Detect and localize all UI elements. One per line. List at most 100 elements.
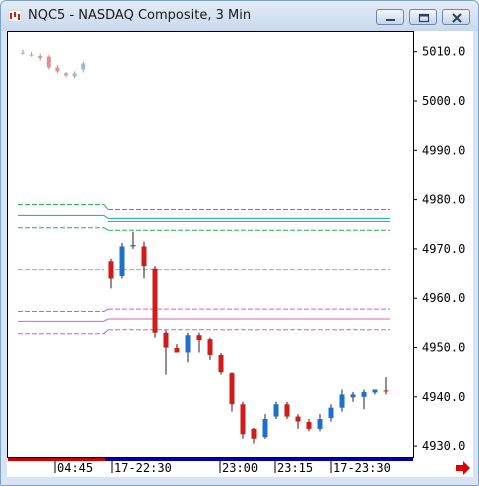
y-tick-label: 5010.0 [422, 45, 465, 59]
candle-body [350, 394, 356, 398]
candle-body [196, 335, 202, 341]
session-bar [8, 458, 413, 461]
candle-body [207, 339, 213, 355]
level-connector [103, 227, 109, 231]
candle [317, 414, 323, 432]
candle-body [383, 390, 389, 392]
session-bar-current [105, 458, 413, 461]
candle-body [55, 67, 60, 72]
candle [350, 391, 356, 402]
candle [55, 65, 60, 74]
chart-area[interactable]: 5010.0 5000.0 4990.0 4980.0 4970.0 4960.0 4950… [7, 31, 473, 477]
x-tick-label: 04:45 [57, 461, 93, 475]
candle-body [240, 404, 246, 435]
y-tick-label: 4960.0 [422, 291, 465, 305]
candle-body [273, 404, 279, 417]
candle-body [262, 419, 268, 438]
candle [306, 419, 312, 432]
candle [361, 389, 367, 410]
candle [108, 258, 114, 289]
y-tick-label: 5000.0 [422, 94, 465, 108]
candle-body [251, 428, 257, 439]
candle-body [46, 56, 51, 68]
candle-body [141, 246, 147, 267]
candle [273, 401, 279, 420]
candle-body [81, 63, 86, 70]
candle [185, 332, 191, 363]
candle-body [152, 268, 158, 333]
candle-body [29, 54, 34, 56]
candle [284, 401, 290, 420]
candle [119, 243, 125, 279]
candle [339, 389, 345, 412]
maximize-button[interactable] [409, 9, 437, 25]
x-tick-label: 23:15 [277, 461, 313, 475]
candle-body [284, 404, 290, 417]
candle [383, 377, 389, 395]
candle-body [119, 246, 125, 277]
candle-body [361, 391, 367, 397]
x-tick-label: 23:00 [222, 461, 258, 475]
y-tick-label: 4930.0 [422, 439, 465, 453]
window-title: NQC5 - NASDAQ Composite, 3 Min [28, 8, 252, 23]
candle-body [317, 419, 323, 429]
session-bar-previous [8, 458, 105, 461]
level-connector [103, 308, 109, 312]
candle-body [163, 332, 169, 348]
candle-body [108, 261, 114, 279]
candle [229, 372, 235, 412]
candle-body [372, 389, 378, 393]
level-connector [103, 318, 109, 322]
plot-area [7, 31, 414, 458]
candle [295, 414, 301, 429]
chart-app-icon [8, 10, 22, 22]
candle [141, 241, 147, 279]
x-tick-label: 17-22:30 [114, 461, 172, 475]
candle-body [38, 56, 43, 59]
candle [152, 266, 158, 338]
candle [81, 61, 86, 73]
title-bar[interactable]: NQC5 - NASDAQ Composite, 3 Min [1, 1, 478, 31]
candle [38, 53, 43, 61]
candle-body [328, 407, 334, 419]
y-tick-label: 4990.0 [422, 143, 465, 157]
scroll-right-arrow-icon[interactable] [456, 461, 470, 475]
level-connector [103, 215, 109, 219]
candle-body [185, 335, 191, 353]
candle-body [229, 373, 235, 405]
candle-body [130, 244, 136, 247]
candle-body [72, 73, 77, 77]
maximize-icon [418, 13, 430, 23]
x-tick-label: 17-23:30 [333, 461, 391, 475]
level-connector [103, 329, 109, 335]
candle [72, 71, 77, 79]
candle-body [64, 73, 68, 76]
candle-body [218, 354, 224, 373]
minimize-button[interactable] [376, 9, 404, 25]
candle [251, 427, 257, 444]
level-connector [103, 204, 109, 210]
candle [372, 389, 378, 395]
candle [163, 330, 169, 375]
candle [130, 231, 136, 249]
candle-body [306, 421, 312, 429]
candle [240, 401, 246, 439]
y-tick-label: 4950.0 [422, 341, 465, 355]
candle [64, 71, 68, 78]
y-tick-label: 4970.0 [422, 242, 465, 256]
candle-body [21, 52, 25, 54]
candle-body [295, 416, 301, 422]
candle [21, 49, 25, 55]
candle [46, 55, 51, 70]
y-tick-label: 4940.0 [422, 390, 465, 404]
close-icon [452, 13, 462, 23]
minimize-icon [386, 19, 395, 21]
y-tick-label: 4980.0 [422, 193, 465, 207]
candle [262, 414, 268, 439]
candle [196, 332, 202, 353]
candle-body [339, 394, 345, 408]
close-button[interactable] [442, 9, 470, 25]
candle [328, 404, 334, 422]
candlestick-chart[interactable]: 5010.0 5000.0 4990.0 4980.0 4970.0 4960.0 4950… [7, 31, 473, 477]
